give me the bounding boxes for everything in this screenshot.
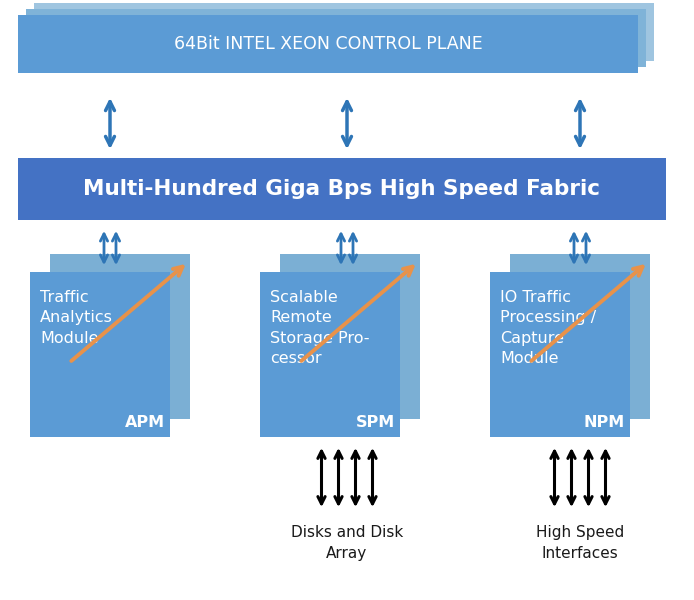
Bar: [280, 254, 420, 419]
Text: 64Bit INTEL XEON CONTROL PLANE: 64Bit INTEL XEON CONTROL PLANE: [174, 35, 482, 53]
Bar: [490, 272, 630, 437]
Bar: [34, 3, 654, 61]
Text: IO Traffic
Processing /
Capture
Module: IO Traffic Processing / Capture Module: [500, 290, 596, 366]
Bar: [30, 272, 170, 437]
Bar: [18, 15, 638, 73]
Bar: [18, 158, 666, 220]
Text: Multi-Hundred Giga Bps High Speed Fabric: Multi-Hundred Giga Bps High Speed Fabric: [83, 179, 600, 199]
Text: Traffic
Analytics
Module: Traffic Analytics Module: [40, 290, 113, 346]
Text: High Speed
Interfaces: High Speed Interfaces: [536, 525, 624, 561]
Bar: [510, 254, 650, 419]
Text: Disks and Disk
Array: Disks and Disk Array: [291, 525, 403, 561]
Bar: [260, 272, 400, 437]
Text: SPM: SPM: [356, 415, 395, 430]
Bar: [50, 254, 190, 419]
Bar: [26, 9, 646, 67]
Text: APM: APM: [125, 415, 165, 430]
Text: NPM: NPM: [584, 415, 625, 430]
Text: Scalable
Remote
Storage Pro-
cessor: Scalable Remote Storage Pro- cessor: [270, 290, 369, 366]
